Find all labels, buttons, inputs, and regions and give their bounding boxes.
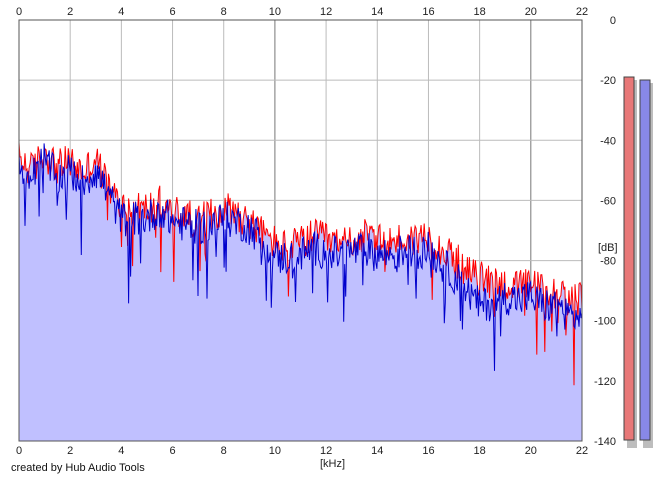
x-tick-label-top: 12 xyxy=(320,6,332,18)
x-tick-label-bottom: 12 xyxy=(320,445,332,457)
credit-text: created by Hub Audio Tools xyxy=(11,462,145,474)
x-tick-label-bottom: 2 xyxy=(67,445,73,457)
y-tick-label: 0 xyxy=(610,15,616,27)
y-tick-label: -100 xyxy=(594,316,616,328)
x-tick-label-top: 6 xyxy=(169,6,175,18)
x-tick-label-bottom: 4 xyxy=(118,445,124,457)
x-tick-label-bottom: 20 xyxy=(525,445,537,457)
x-axis-unit: [kHz] xyxy=(320,458,345,470)
level-meters xyxy=(623,76,653,448)
x-tick-label-bottom: 6 xyxy=(169,445,175,457)
x-tick-label-bottom: 18 xyxy=(474,445,486,457)
x-tick-label-top: 20 xyxy=(525,6,537,18)
x-tick-label-bottom: 16 xyxy=(422,445,434,457)
x-tick-label-bottom: 8 xyxy=(221,445,227,457)
x-tick-label-bottom: 22 xyxy=(576,445,588,457)
x-tick-label-top: 10 xyxy=(269,6,281,18)
x-tick-label-top: 16 xyxy=(422,6,434,18)
y-tick-label: -40 xyxy=(600,135,616,147)
y-tick-label: -140 xyxy=(594,436,616,448)
x-tick-label-bottom: 10 xyxy=(269,445,281,457)
x-tick-label-top: 0 xyxy=(16,6,22,18)
spectrum-right-channel-line xyxy=(18,143,583,371)
x-tick-label-bottom: 14 xyxy=(371,445,383,457)
x-tick-label-top: 18 xyxy=(474,6,486,18)
x-tick-label-top: 2 xyxy=(67,6,73,18)
y-tick-label: -120 xyxy=(594,376,616,388)
y-axis-tick-labels: 0 -20 -40 -60 -80 -100 -120 -140 xyxy=(594,15,616,448)
x-tick-label-top: 22 xyxy=(576,6,588,18)
y-axis-unit: [dB] xyxy=(598,242,618,254)
x-tick-label-top: 14 xyxy=(371,6,383,18)
x-tick-label-top: 8 xyxy=(221,6,227,18)
meter-right-bar xyxy=(639,79,651,441)
y-tick-label: -60 xyxy=(600,195,616,207)
x-tick-label-bottom: 0 xyxy=(16,445,22,457)
y-tick-label: -80 xyxy=(600,256,616,268)
plot-frame xyxy=(18,19,583,442)
meter-left-bar xyxy=(623,76,635,441)
x-tick-label-top: 4 xyxy=(118,6,124,18)
y-tick-label: -20 xyxy=(600,75,616,87)
